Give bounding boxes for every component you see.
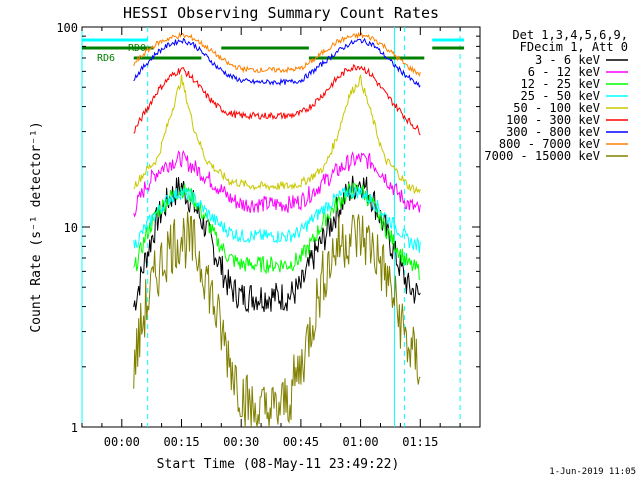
series-line [133, 63, 421, 136]
legend-entry-label: 7000 - 15000 keV [484, 149, 600, 163]
legend-entry-label: 3 - 6 keV [535, 53, 600, 67]
series-line [133, 211, 421, 428]
legend-entry-label: 50 - 100 keV [513, 101, 600, 115]
x-tick-label: 00:15 [163, 435, 199, 449]
x-tick-label: 00:30 [223, 435, 259, 449]
legend-header-2: FDecim 1, Att 0 [520, 40, 628, 54]
legend: Det 1,3,4,5,6,9, FDecim 1, Att 0 3 - 6 k… [484, 28, 628, 163]
x-tick-label: 00:45 [283, 435, 319, 449]
x-axis-label: Start Time (08-May-11 23:49:22) [157, 457, 400, 472]
x-tick-label: 00:00 [104, 435, 140, 449]
legend-entry-label: 300 - 800 keV [506, 125, 600, 139]
y-tick-label: 1 [71, 421, 78, 435]
legend-header-1: Det 1,3,4,5,6,9, [512, 28, 628, 42]
timestamp: 1-Jun-2019 11:05 [549, 467, 636, 477]
rd0-label: RD0 [128, 43, 146, 54]
x-tick-label: 01:15 [402, 435, 438, 449]
legend-entry-label: 100 - 300 keV [506, 113, 600, 127]
y-axis-label: Count Rate (s⁻¹ detector⁻¹) [29, 121, 44, 332]
series-line [133, 149, 421, 218]
chart-title: HESSI Observing Summary Count Rates [123, 4, 439, 22]
series-line [133, 37, 421, 88]
series-line [133, 175, 421, 314]
legend-entry-label: 25 - 50 keV [521, 89, 600, 103]
legend-entry-label: 6 - 12 keV [528, 65, 600, 79]
x-tick-label: 01:00 [343, 435, 379, 449]
y-axis: 1 10 100 [56, 21, 480, 435]
time-markers [81, 27, 465, 427]
y-tick-label: 100 [56, 21, 78, 35]
series-line [133, 74, 421, 195]
rd6-label: RD6 [97, 53, 115, 64]
plot-frame [81, 26, 481, 428]
y-tick-label: 10 [64, 221, 78, 235]
legend-entry-label: 800 - 7000 keV [499, 137, 600, 151]
legend-entry-label: 12 - 25 keV [521, 77, 600, 91]
series-line [133, 185, 421, 253]
series-line [133, 31, 421, 78]
x-axis: 00:00 00:15 00:30 00:45 01:00 01:15 [81, 27, 481, 449]
series-lines [133, 31, 421, 428]
